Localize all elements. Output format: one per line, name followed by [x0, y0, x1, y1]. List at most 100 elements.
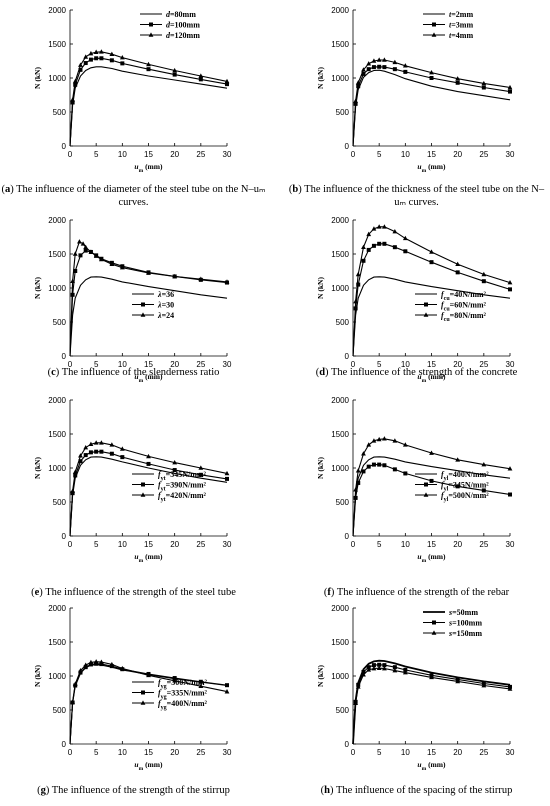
chart-panel-g: 0 500 1000 1500 2000 0 5 10 15 20 25 30 um (mm)uₘ (m…	[0, 598, 267, 803]
data-point	[83, 61, 88, 66]
x-tick-label: 10	[401, 748, 410, 757]
legend-marker	[432, 620, 436, 625]
y-axis-label: N (kN)	[33, 277, 42, 299]
series-3	[69, 659, 230, 745]
data-point	[455, 484, 460, 489]
legend-label: fyl=400N/mm²	[441, 470, 489, 482]
data-point	[402, 235, 408, 241]
data-point	[70, 699, 76, 704]
y-tick-label: 2000	[331, 6, 349, 15]
data-point	[72, 251, 78, 256]
y-tick-label: 500	[53, 498, 67, 507]
caption-text: The influence of the strength of the sti…	[51, 785, 230, 796]
x-axis-label: um (mm)uₘ (mm)	[134, 760, 163, 772]
data-point	[382, 436, 387, 441]
legend-label: fyt=390N/mm²	[158, 481, 207, 493]
data-point	[88, 450, 93, 455]
data-point	[198, 683, 204, 688]
data-point	[361, 451, 366, 456]
chart-a: 0 500 1000 1500 2000 0 5 10 15 20 25 30 um (mm)uₘ (m…	[33, 6, 232, 174]
series-line	[69, 57, 228, 147]
x-tick-label: 5	[94, 360, 99, 369]
data-point	[376, 57, 382, 62]
data-point	[83, 662, 89, 667]
data-point	[78, 670, 83, 675]
data-point	[78, 253, 83, 258]
x-tick-label: 0	[351, 150, 356, 159]
data-point	[225, 683, 229, 688]
data-point	[93, 49, 99, 54]
data-point	[382, 663, 387, 668]
x-tick-label: 0	[351, 748, 356, 757]
legend-label: λ=30	[157, 301, 174, 310]
data-point	[83, 244, 89, 249]
legend-label: s=50mm	[448, 608, 478, 617]
caption-letter: d	[319, 367, 326, 378]
y-tick-label: 1500	[48, 40, 66, 49]
data-point	[366, 667, 372, 672]
chart-panel-d: 0 500 1000 1500 2000 0 5 10 15 20 25 30 um (mm)uₘ (m…	[283, 210, 550, 415]
y-axis-label: N (kN)	[316, 277, 325, 299]
data-point	[402, 670, 408, 675]
y-tick-label: 0	[62, 142, 67, 151]
x-tick-label: 0	[351, 360, 356, 369]
y-axis-label: N (kN)	[316, 67, 325, 89]
y-tick-label: 500	[336, 706, 350, 715]
data-point	[507, 466, 513, 471]
legend-marker	[141, 690, 145, 695]
x-tick-label: 20	[170, 150, 179, 159]
data-point	[429, 450, 434, 455]
data-point	[382, 224, 387, 229]
data-point	[99, 256, 104, 262]
y-tick-label: 1000	[48, 284, 66, 293]
legend-label: d=120mm	[166, 31, 200, 40]
y-tick-label: 0	[345, 142, 350, 151]
caption-text: The influence of the strength of the reb…	[336, 587, 510, 598]
x-tick-label: 15	[427, 360, 436, 369]
data-point	[94, 661, 99, 666]
x-tick-label: 5	[377, 748, 382, 757]
series-2	[352, 462, 512, 537]
data-point	[392, 665, 397, 670]
x-axis-label: um (mm)uₘ (mm)	[134, 552, 163, 564]
data-point	[366, 61, 372, 66]
x-axis-label: um (mm)uₘ (mm)	[417, 760, 446, 772]
data-point	[88, 662, 93, 667]
y-tick-label: 1000	[331, 464, 349, 473]
legend-label: d=100mm	[166, 21, 200, 30]
data-point	[402, 442, 408, 447]
data-point	[94, 56, 99, 61]
data-point	[78, 459, 83, 464]
caption-text: The influence of the spacing of the stir…	[335, 785, 513, 796]
data-point	[119, 55, 125, 60]
data-point	[455, 80, 460, 85]
legend-marker	[423, 492, 429, 497]
chart-panel-c: 0 500 1000 1500 2000 0 5 10 15 20 25 30 um (mm)uₘ (m…	[0, 210, 267, 415]
legend-marker	[141, 302, 145, 307]
data-point	[366, 442, 372, 447]
legend-label: fcu=40N/mm²	[441, 290, 487, 302]
data-point	[371, 663, 376, 668]
legend-label: fyt=345N/mm²	[158, 470, 207, 482]
x-tick-label: 5	[377, 360, 382, 369]
legend: λ=36 λ=30λ=24	[132, 290, 174, 320]
series-2	[352, 241, 512, 357]
x-tick-label: 25	[479, 540, 488, 549]
caption-letter: g	[40, 785, 46, 796]
chart-panel-b: 0 500 1000 1500 2000 0 5 10 15 20 25 30 um (mm)uₘ (m…	[283, 0, 550, 205]
x-tick-label: 20	[453, 360, 462, 369]
y-tick-label: 2000	[331, 604, 349, 613]
y-tick-label: 1000	[331, 672, 349, 681]
series-1	[352, 659, 511, 745]
y-tick-label: 2000	[331, 396, 349, 405]
data-point	[172, 67, 178, 73]
data-point	[481, 682, 487, 688]
data-point	[99, 662, 104, 667]
x-tick-label: 0	[68, 360, 73, 369]
data-point	[109, 58, 114, 63]
data-point	[392, 438, 398, 443]
legend-marker	[423, 312, 429, 317]
chart-panel-f: 0 500 1000 1500 2000 0 5 10 15 20 25 30 um (mm)uₘ (m…	[283, 390, 550, 595]
